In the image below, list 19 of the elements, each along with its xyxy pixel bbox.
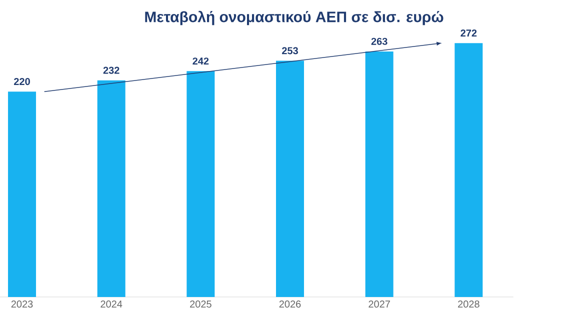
bar — [276, 60, 304, 297]
x-tick-label: 2023 — [11, 300, 33, 308]
x-tick-label: 2028 — [458, 300, 480, 308]
bar — [186, 71, 215, 297]
bar — [97, 80, 126, 297]
data-label: 232 — [103, 66, 120, 74]
bar — [8, 92, 36, 297]
data-label: 272 — [460, 30, 477, 37]
x-tick-label: 2025 — [190, 300, 212, 308]
x-tick-label: 2024 — [100, 300, 122, 308]
data-label: 263 — [371, 38, 388, 45]
data-label: 253 — [282, 47, 298, 54]
data-label: 220 — [14, 78, 30, 86]
bar — [365, 51, 394, 297]
chart-title: Μεταβολή ονομαστικού ΑΕΠ σε δισ. ευρώ — [145, 10, 444, 26]
data-label: 242 — [192, 58, 209, 65]
x-tick-label: 2027 — [368, 300, 390, 308]
bar — [454, 43, 483, 297]
x-tick-label: 2026 — [279, 300, 301, 308]
